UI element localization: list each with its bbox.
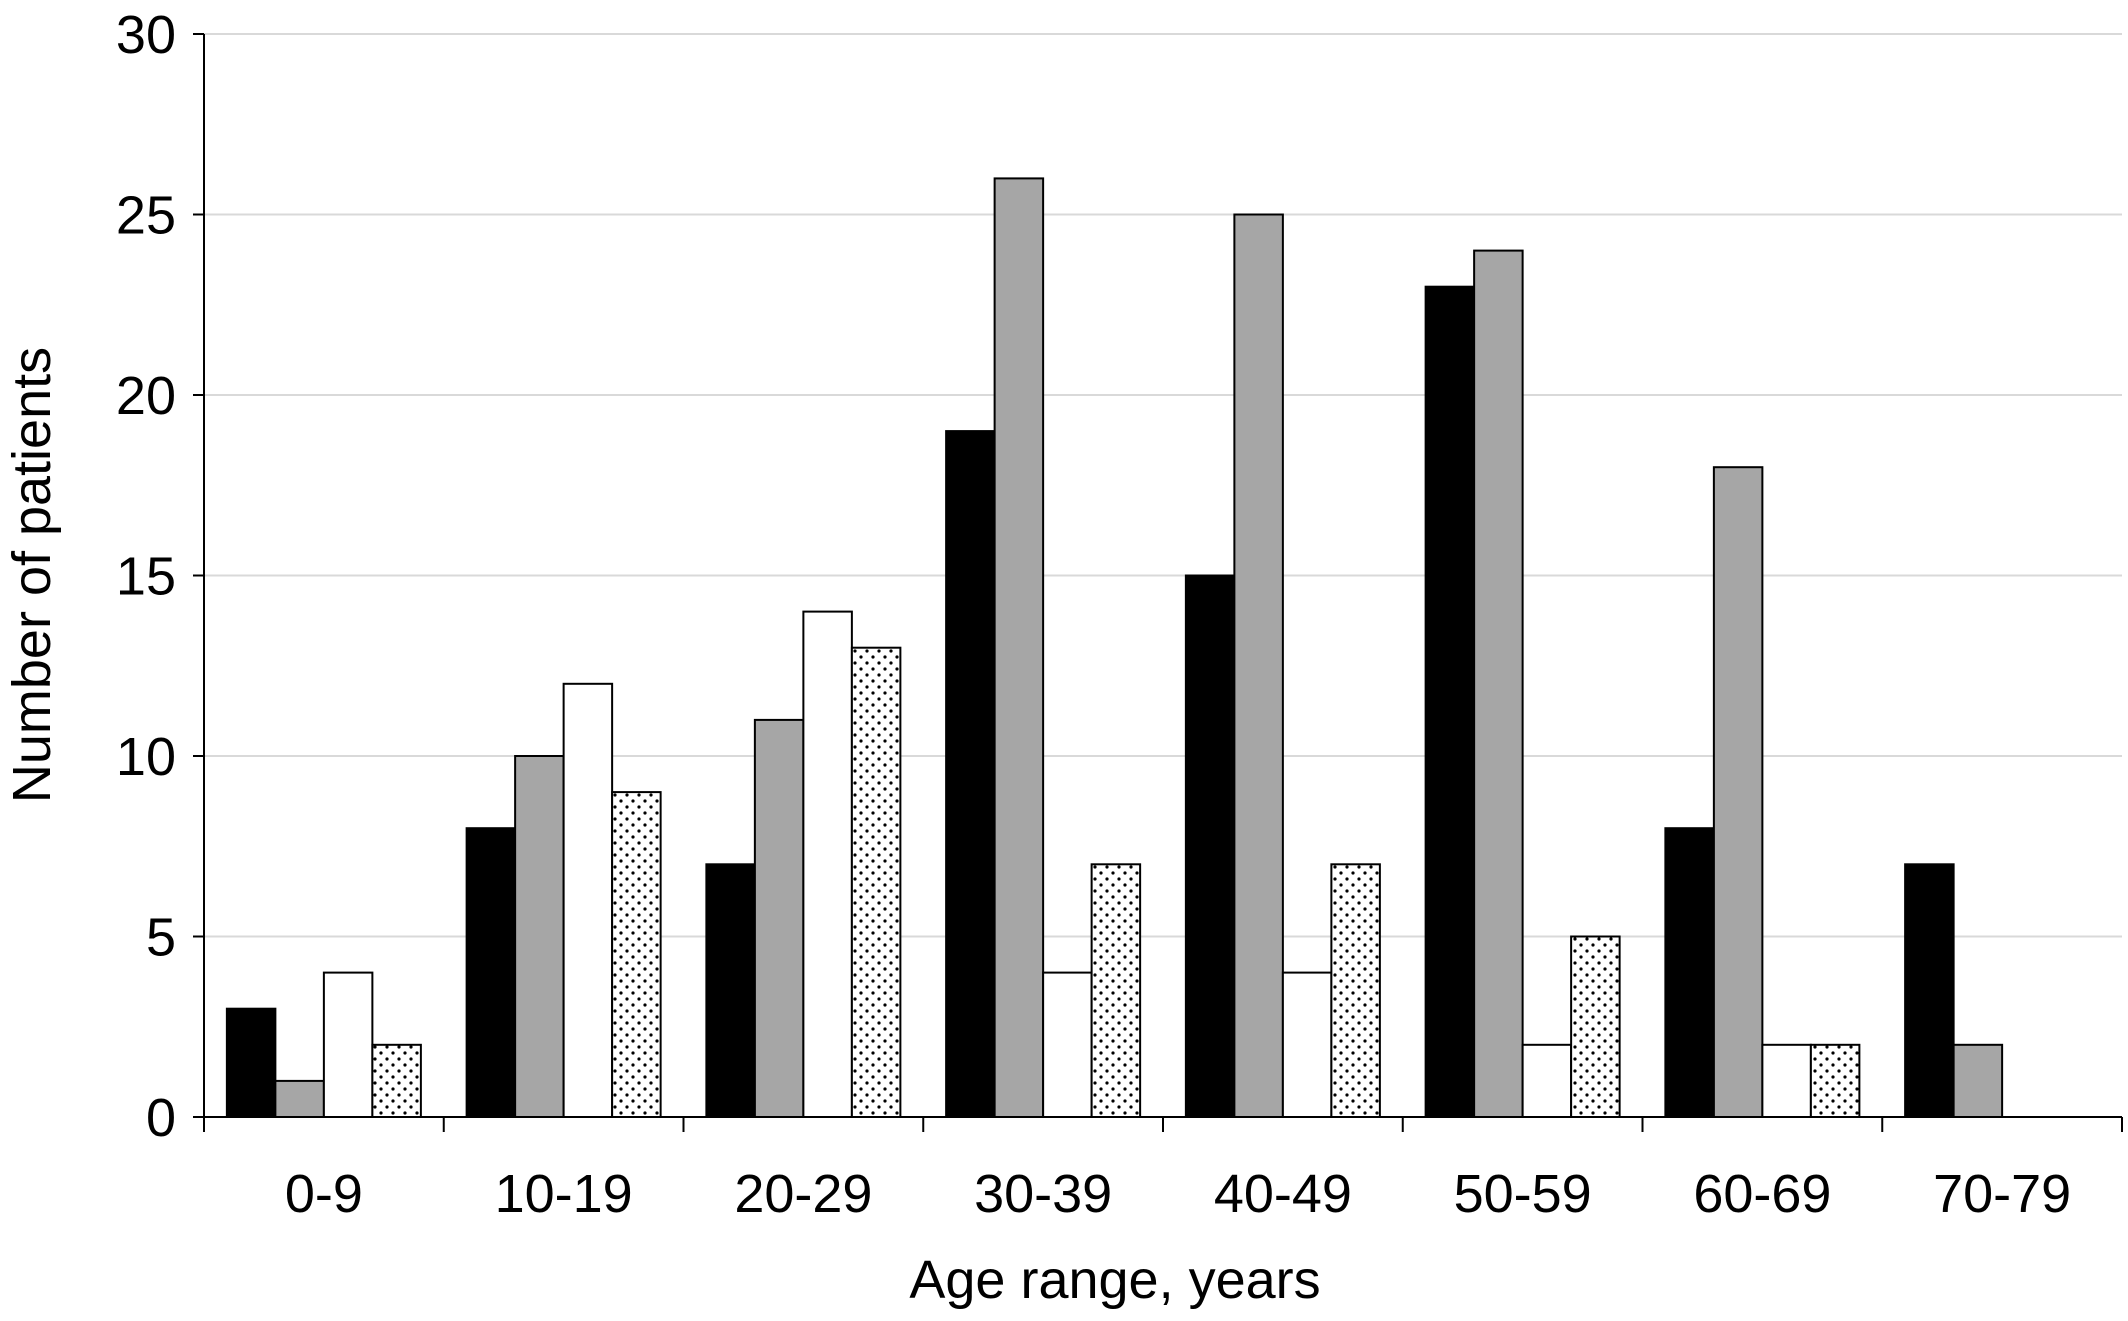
y-tick-label: 25 (116, 186, 176, 246)
x-tick-label: 40-49 (1214, 1164, 1352, 1224)
bar-series-3-0-9 (322, 971, 374, 1118)
bar-series-4-10-19 (611, 791, 662, 1118)
bar-series-3-10-19 (562, 682, 614, 1118)
tick-labels: 0 5 10 15 20 25 30 0-9 10-19 20-29 30-39 40-49 50-59… (116, 5, 2071, 1224)
bar-series-2-30-39 (993, 177, 1045, 1118)
bar-series-2-50-59 (1473, 249, 1524, 1119)
bar-series-4-20-29 (850, 646, 902, 1118)
bar-series-3-50-59 (1521, 1043, 1573, 1119)
bar-series-1-70-79 (1904, 863, 1955, 1118)
y-tick-label: 20 (116, 366, 176, 426)
y-tick-label: 5 (146, 908, 176, 968)
bar-series-1-0-9 (225, 1007, 277, 1119)
bar-series-4-30-39 (1090, 863, 1142, 1118)
bar-series-3-40-49 (1281, 971, 1333, 1118)
bar-series-2-70-79 (1952, 1043, 2004, 1119)
y-tick-label: 0 (146, 1088, 176, 1148)
x-tick-label: 60-69 (1693, 1164, 1831, 1224)
bar-series-3-20-29 (802, 610, 853, 1118)
bar-series-1-50-59 (1424, 285, 1476, 1118)
bar-series-2-20-29 (753, 718, 805, 1119)
x-axis-title: Age range, years (909, 1250, 1320, 1310)
bar-series-4-50-59 (1570, 935, 1621, 1118)
bar-series-1-10-19 (465, 827, 517, 1118)
bar-series-4-0-9 (371, 1043, 422, 1119)
x-tick-label: 30-39 (974, 1164, 1112, 1224)
bar-series-2-40-49 (1233, 213, 1284, 1118)
bar-series-4-40-49 (1330, 863, 1381, 1118)
x-tick-label: 10-19 (495, 1164, 633, 1224)
bar-series-1-20-29 (705, 863, 756, 1118)
axes (193, 33, 2123, 1132)
bar-series-3-60-69 (1761, 1043, 1812, 1119)
bar-series-3-30-39 (1042, 971, 1093, 1118)
bar-series-2-0-9 (274, 1079, 325, 1119)
y-tick-label: 15 (116, 547, 176, 607)
bar-series-1-30-39 (945, 430, 996, 1119)
x-tick-label: 50-59 (1454, 1164, 1592, 1224)
gridlines (204, 33, 2122, 938)
bar-series-4-60-69 (1809, 1043, 1861, 1119)
bar-series-1-40-49 (1184, 574, 1236, 1118)
bar-series-1-60-69 (1664, 827, 1715, 1118)
y-tick-label: 10 (116, 727, 176, 787)
x-tick-label: 70-79 (1933, 1164, 2071, 1224)
y-tick-label: 30 (116, 5, 176, 65)
x-tick-label: 0-9 (285, 1164, 363, 1224)
bars (225, 177, 2004, 1119)
bar-series-2-10-19 (514, 755, 565, 1118)
y-axis-title: Number of patients (2, 347, 62, 803)
x-tick-label: 20-29 (734, 1164, 872, 1224)
bar-series-2-60-69 (1712, 466, 1764, 1118)
